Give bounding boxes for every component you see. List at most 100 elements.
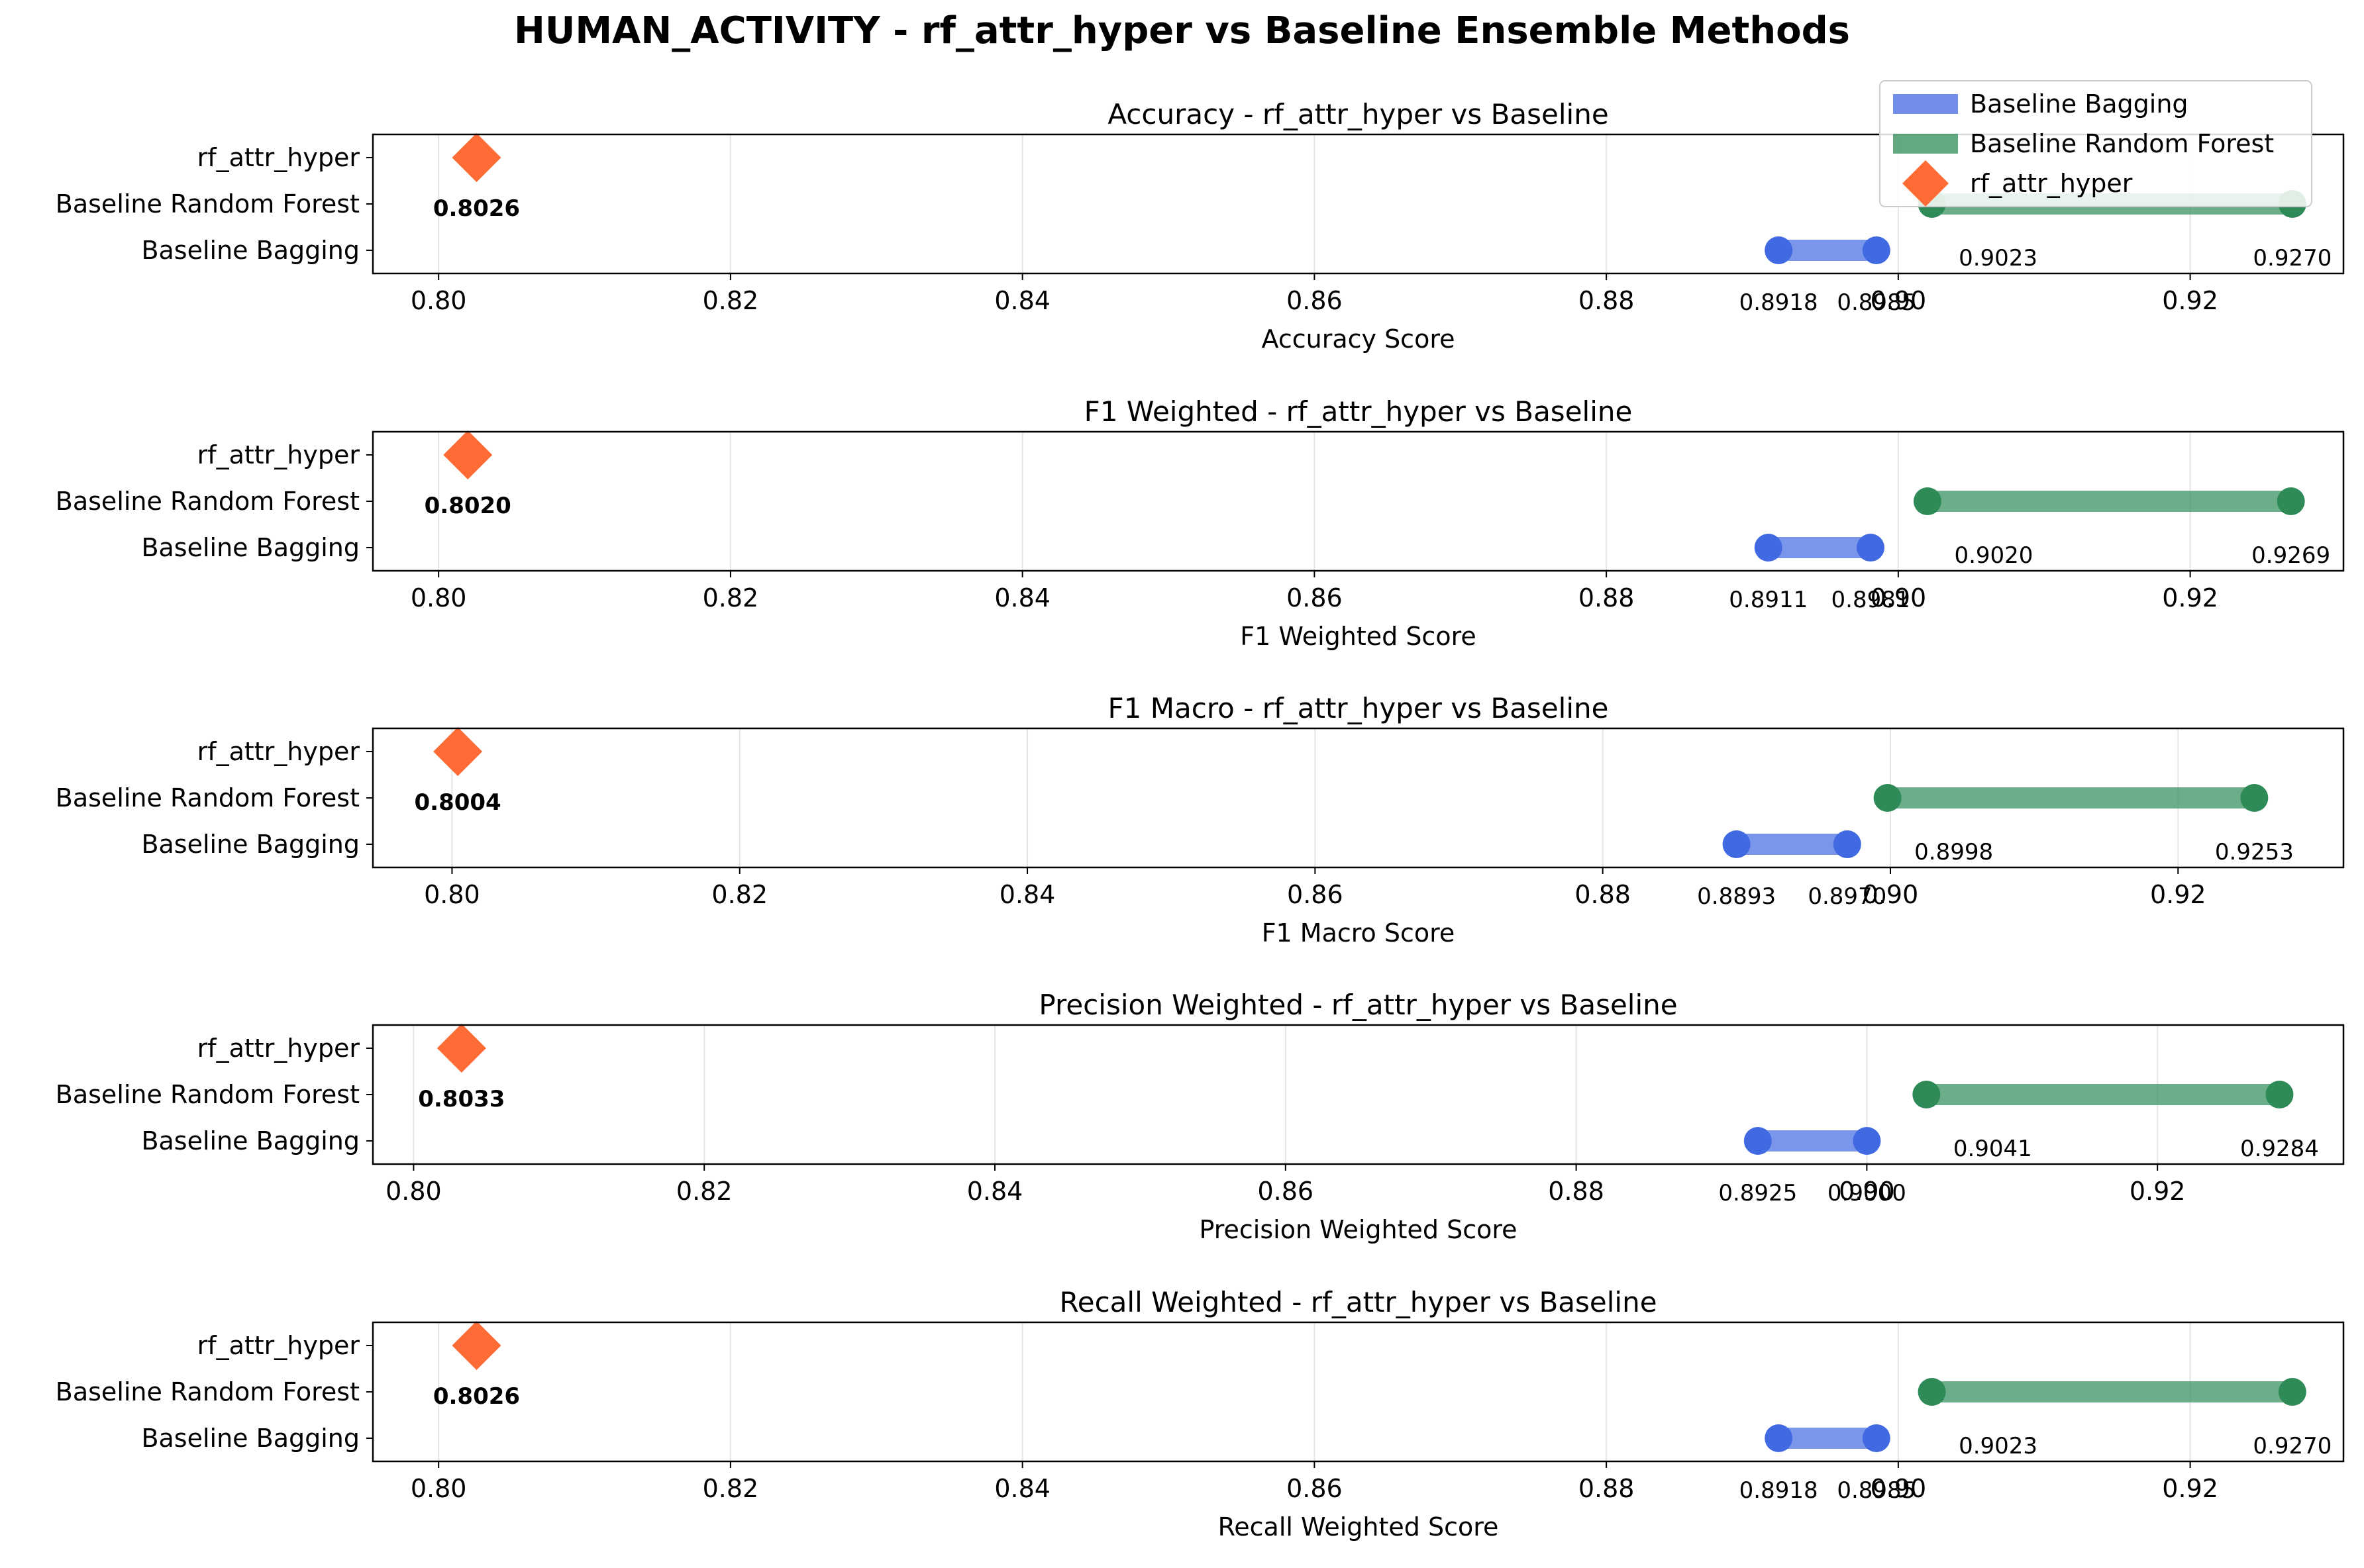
bagging-max-label: 0.8970	[1808, 883, 1886, 910]
x-tick-label: 0.88	[1578, 286, 1635, 315]
y-tick-label: Baseline Random Forest	[56, 1080, 360, 1109]
bagging-min-point	[1754, 534, 1782, 562]
x-tick-label: 0.90	[1871, 1474, 1927, 1503]
random-forest-min-label: 0.9023	[1959, 1433, 2037, 1459]
x-axis-label: Accuracy Score	[1262, 324, 1455, 354]
bagging-min-point	[1722, 830, 1751, 858]
subplot-title: Precision Weighted - rf_attr_hyper vs Ba…	[1039, 989, 1677, 1021]
random-forest-max-label: 0.9269	[2251, 542, 2330, 569]
x-tick-label: 0.80	[411, 1474, 467, 1503]
bagging-min-label: 0.8925	[1718, 1180, 1797, 1206]
x-axis-label: F1 Weighted Score	[1240, 622, 1476, 651]
y-tick-label: Baseline Bagging	[141, 236, 360, 265]
x-tick-label: 0.82	[711, 880, 768, 909]
bagging-max-point	[1857, 534, 1884, 562]
random-forest-min-label: 0.9020	[1954, 542, 2033, 569]
x-tick-label: 0.82	[703, 1474, 759, 1503]
x-axis-label: Precision Weighted Score	[1199, 1215, 1517, 1244]
bagging-max-point	[1833, 830, 1861, 858]
x-tick-label: 0.82	[703, 583, 759, 612]
random-forest-max-point	[2240, 784, 2269, 812]
x-tick-label: 0.90	[1871, 286, 1927, 315]
x-tick-label: 0.80	[385, 1177, 442, 1206]
random-forest-max-label: 0.9284	[2240, 1136, 2319, 1162]
y-tick-label: rf_attr_hyper	[197, 1331, 360, 1360]
y-tick-label: rf_attr_hyper	[197, 143, 360, 172]
random-forest-min-point	[1912, 1081, 1941, 1108]
x-tick-label: 0.86	[1257, 1177, 1313, 1206]
figure-title: HUMAN_ACTIVITY - rf_attr_hyper vs Baseli…	[513, 9, 1850, 52]
random-forest-max-point	[2265, 1081, 2294, 1108]
y-tick-label: rf_attr_hyper	[197, 1034, 360, 1063]
x-tick-label: 0.82	[703, 286, 759, 315]
x-tick-label: 0.90	[1863, 880, 1919, 909]
random-forest-max-label: 0.9270	[2253, 245, 2332, 271]
bagging-max-label: 0.9000	[1827, 1180, 1906, 1206]
x-axis-label: F1 Macro Score	[1262, 918, 1455, 948]
y-tick-label: Baseline Bagging	[141, 830, 360, 859]
random-forest-min-point	[1873, 784, 1902, 812]
axes-frame	[372, 133, 2345, 275]
y-tick-label: rf_attr_hyper	[197, 440, 360, 469]
x-tick-label: 0.86	[1286, 1474, 1343, 1503]
bagging-max-label: 0.8981	[1831, 587, 1910, 613]
x-tick-label: 0.88	[1578, 1474, 1635, 1503]
bagging-max-label: 0.8985	[1837, 289, 1916, 316]
x-tick-label: 0.84	[994, 583, 1051, 612]
rf-attr-hyper-marker	[443, 430, 493, 479]
y-tick-label: Baseline Bagging	[141, 1126, 360, 1155]
bagging-min-point	[1765, 236, 1793, 264]
x-tick-label: 0.80	[411, 583, 467, 612]
y-tick-label: Baseline Random Forest	[56, 487, 360, 516]
legend-label: rf_attr_hyper	[1970, 169, 2133, 198]
x-tick-label: 0.88	[1548, 1177, 1604, 1206]
rf-attr-hyper-value-label: 0.8026	[433, 1383, 520, 1410]
x-tick-label: 0.84	[994, 1474, 1051, 1503]
rf-attr-hyper-value-label: 0.8020	[425, 493, 511, 519]
bagging-max-point	[1862, 1424, 1890, 1452]
y-tick-label: Baseline Random Forest	[56, 783, 360, 812]
axes-frame	[372, 1321, 2345, 1463]
rf-attr-hyper-marker	[437, 1024, 486, 1073]
x-tick-label: 0.84	[994, 286, 1051, 315]
random-forest-max-label: 0.9253	[2215, 839, 2294, 865]
random-forest-min-point	[1918, 1378, 1946, 1406]
x-tick-label: 0.90	[1839, 1177, 1895, 1206]
bagging-min-label: 0.8918	[1739, 289, 1818, 316]
random-forest-min-label: 0.8998	[1914, 839, 1993, 865]
y-tick-label: Baseline Random Forest	[56, 1377, 360, 1406]
x-tick-label: 0.88	[1574, 880, 1631, 909]
bagging-max-label: 0.8985	[1837, 1477, 1916, 1504]
x-tick-label: 0.84	[1000, 880, 1056, 909]
legend-box	[1879, 80, 2312, 207]
x-tick-label: 0.80	[424, 880, 480, 909]
random-forest-max-point	[2278, 1378, 2306, 1406]
subplot-title: Accuracy - rf_attr_hyper vs Baseline	[1107, 98, 1608, 130]
x-axis-label: Recall Weighted Score	[1218, 1512, 1499, 1542]
rf-attr-hyper-value-label: 0.8033	[418, 1086, 505, 1112]
x-tick-label: 0.84	[967, 1177, 1023, 1206]
x-tick-label: 0.80	[411, 286, 467, 315]
x-tick-label: 0.92	[2162, 583, 2218, 612]
subplot-title: Recall Weighted - rf_attr_hyper vs Basel…	[1059, 1286, 1657, 1318]
legend-label: Baseline Random Forest	[1970, 129, 2274, 158]
rf-attr-hyper-value-label: 0.8026	[433, 195, 520, 222]
rf-attr-hyper-value-label: 0.8004	[415, 789, 501, 816]
subplot-title: F1 Macro - rf_attr_hyper vs Baseline	[1108, 692, 1609, 724]
random-forest-min-point	[1913, 487, 1941, 515]
y-tick-label: Baseline Random Forest	[56, 189, 360, 219]
bagging-min-label: 0.8918	[1739, 1477, 1818, 1504]
bagging-min-label: 0.8893	[1697, 883, 1776, 910]
bagging-min-label: 0.8911	[1729, 587, 1808, 613]
rf-attr-hyper-marker	[452, 1321, 501, 1370]
x-tick-label: 0.92	[2162, 286, 2218, 315]
rf-attr-hyper-marker	[452, 133, 501, 182]
axes-frame	[372, 727, 2345, 869]
x-tick-label: 0.92	[2162, 1474, 2218, 1503]
axes-frame	[372, 430, 2345, 572]
x-tick-label: 0.88	[1578, 583, 1635, 612]
bagging-min-point	[1765, 1424, 1793, 1452]
rf-attr-hyper-marker	[433, 727, 483, 776]
